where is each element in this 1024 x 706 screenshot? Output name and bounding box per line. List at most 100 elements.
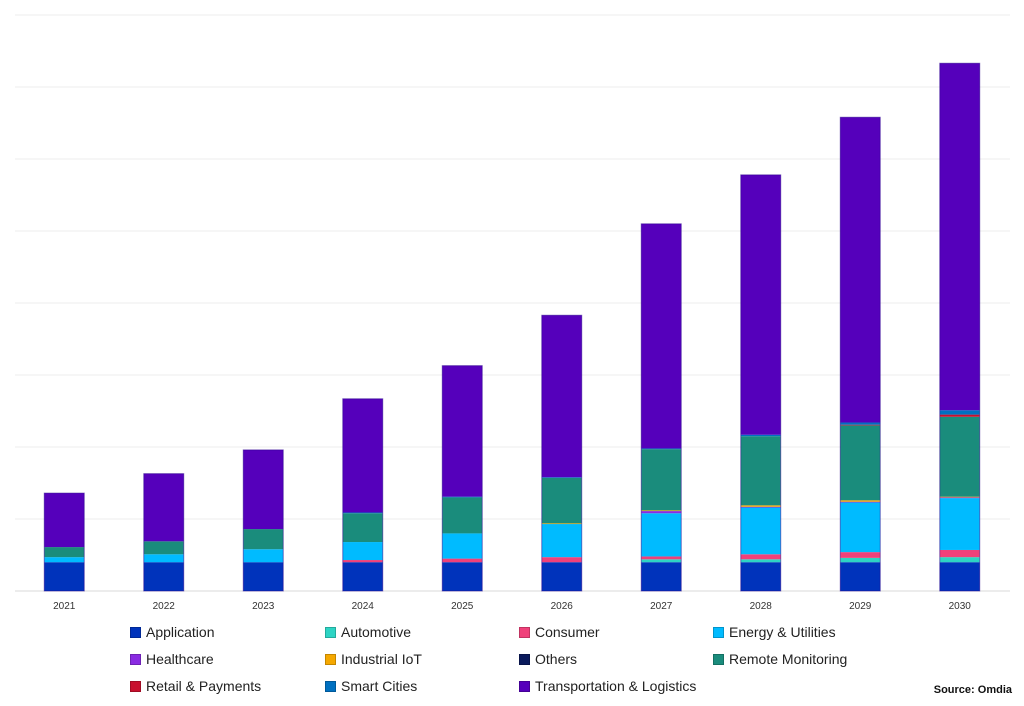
bar-segment	[44, 557, 85, 563]
legend-item: Energy & Utilities	[713, 622, 913, 642]
bar-segment	[641, 513, 682, 557]
bar-segment	[740, 174, 781, 435]
bar-segment	[44, 547, 85, 558]
bar-segment	[840, 557, 881, 563]
legend-item: Retail & Payments	[130, 676, 325, 696]
bar-segment	[442, 365, 483, 497]
bar-segment	[342, 542, 383, 561]
x-tick-label: 2028	[750, 601, 773, 612]
legend-swatch	[325, 626, 336, 638]
legend-label: Smart Cities	[341, 678, 418, 694]
bar-segment	[243, 449, 284, 530]
bar-segment	[641, 559, 682, 563]
bar-segment	[740, 507, 781, 555]
bar-segment	[243, 549, 284, 563]
bar-segment	[541, 524, 582, 558]
bar-segment	[342, 512, 383, 514]
bar-segment	[939, 414, 980, 417]
legend-label: Energy & Utilities	[729, 624, 836, 640]
bar-segment	[641, 556, 682, 560]
legend: Application Automotive Consumer Energy & Ut…	[130, 622, 890, 696]
legend-swatch	[713, 626, 724, 638]
legend-item: Remote Monitoring	[713, 649, 913, 669]
bar-segment	[641, 511, 682, 514]
bar-segment	[840, 500, 881, 502]
bar-segment	[641, 223, 682, 449]
bar-segment	[342, 398, 383, 513]
bar-segment	[840, 117, 881, 423]
legend-label: Industrial IoT	[341, 651, 422, 667]
bar-outline	[541, 314, 583, 592]
legend-swatch	[325, 653, 336, 665]
bar-segment	[840, 502, 881, 553]
x-tick-label: 2030	[949, 601, 972, 612]
x-tick-label: 2023	[252, 601, 275, 612]
bar-outline	[342, 398, 384, 592]
bar-segment	[541, 477, 582, 524]
bar-outline	[43, 492, 85, 592]
bar-segment	[939, 496, 980, 498]
bar-outline	[740, 174, 782, 592]
legend-swatch	[325, 680, 336, 692]
bar-outline	[939, 62, 981, 592]
x-tick-label: 2022	[153, 601, 176, 612]
legend-label: Others	[535, 651, 578, 667]
bar-segment	[541, 557, 582, 563]
bar-outline	[640, 223, 682, 592]
bar-segment	[840, 422, 881, 425]
bar-segment	[740, 505, 781, 507]
x-tick-label: 2024	[352, 601, 375, 612]
bar-segment	[442, 497, 483, 534]
bar-segment	[740, 506, 781, 508]
bar-segment	[143, 562, 184, 591]
bar-segment	[840, 552, 881, 558]
legend-item: Smart Cities	[325, 676, 519, 696]
bar-segment	[740, 554, 781, 560]
bar-segment	[541, 477, 582, 478]
bar-segment	[939, 557, 980, 563]
legend-label: Retail & Payments	[146, 678, 262, 694]
x-tick-label: 2026	[551, 601, 574, 612]
bar-segment	[740, 559, 781, 563]
source-note: Source: Omdia	[933, 684, 1012, 696]
bar-segment	[342, 513, 383, 543]
legend-label: Consumer	[535, 624, 600, 640]
legend-label: Healthcare	[146, 651, 214, 667]
bar-segment	[939, 416, 980, 497]
x-tick-label: 2029	[849, 601, 872, 612]
bar-outline	[441, 365, 483, 592]
bar-segment	[939, 410, 980, 415]
bar-segment	[939, 549, 980, 558]
legend-item: Transportation & Logistics	[519, 676, 713, 696]
bar-segment	[442, 558, 483, 563]
legend-item: Others	[519, 649, 713, 669]
bar-segment	[143, 554, 184, 563]
bar-segment	[442, 533, 483, 559]
bar-segment	[143, 473, 184, 542]
x-tick-label: 2027	[650, 601, 673, 612]
stacked-bar-chart: 2021 2022 2023 2024 2025 2026 2027 2028 2029 2030	[15, 14, 1010, 612]
bar-segment	[143, 541, 184, 555]
bar-segment	[840, 562, 881, 591]
bar-segment	[840, 425, 881, 501]
legend-label: Application	[146, 624, 215, 640]
bar-segment	[44, 493, 85, 548]
legend-swatch	[130, 680, 141, 692]
bar-segment	[44, 562, 85, 591]
legend-item: Healthcare	[130, 649, 325, 669]
bar-segment	[541, 562, 582, 591]
legend-label: Transportation & Logistics	[535, 678, 697, 694]
bar-segment	[243, 529, 284, 550]
legend-swatch	[519, 680, 530, 692]
legend-item: Industrial IoT	[325, 649, 519, 669]
legend-item: Application	[130, 622, 325, 642]
bar-outline	[143, 473, 185, 592]
x-tick-label: 2025	[451, 601, 474, 612]
bar-segment	[541, 523, 582, 525]
bar-segment	[641, 448, 682, 450]
legend-swatch	[519, 626, 530, 638]
bar-segment	[939, 497, 980, 499]
bar-segment	[442, 562, 483, 591]
bar-segment	[939, 498, 980, 550]
legend-item: Consumer	[519, 622, 713, 642]
